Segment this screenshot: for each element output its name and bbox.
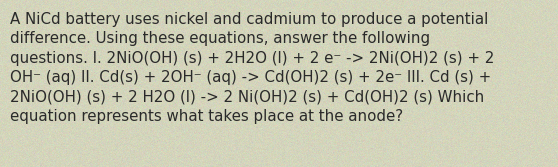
Text: A NiCd battery uses nickel and cadmium to produce a potential
difference. Using : A NiCd battery uses nickel and cadmium t… (10, 12, 494, 124)
